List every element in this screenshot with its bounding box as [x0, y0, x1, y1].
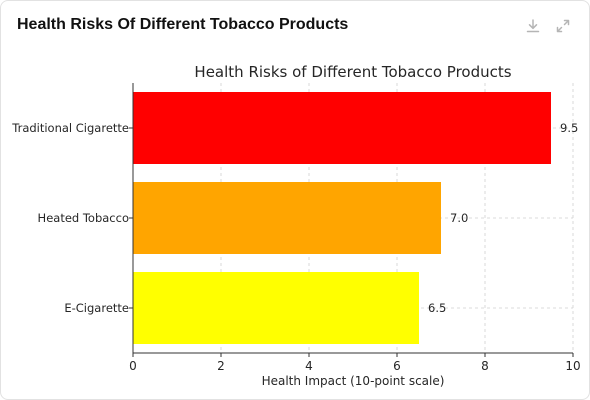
expand-icon	[556, 19, 570, 33]
download-button[interactable]	[522, 15, 544, 37]
x-tick-label: 0	[129, 359, 137, 373]
download-icon	[526, 19, 540, 33]
x-axis-ticks: 0 2 4 6 8 10	[129, 353, 581, 373]
x-tick-label: 8	[481, 359, 489, 373]
bar	[133, 92, 551, 164]
expand-button[interactable]	[552, 15, 574, 37]
chart-bars	[133, 92, 551, 344]
x-tick-label: 10	[565, 359, 580, 373]
chart-title: Health Risks of Different Tobacco Produc…	[194, 63, 511, 81]
x-axis-label: Health Impact (10-point scale)	[262, 374, 445, 388]
y-category-label: Traditional Cigarette	[11, 121, 129, 135]
bar-value-labels: 9.5 7.0 6.5	[428, 121, 578, 315]
bar-value-label: 7.0	[450, 211, 468, 225]
bar-value-label: 9.5	[560, 121, 578, 135]
bar	[133, 272, 419, 344]
x-tick-label: 2	[217, 359, 225, 373]
bar-value-label: 6.5	[428, 301, 446, 315]
y-axis-categories: Traditional Cigarette Heated Tobacco E-Cig…	[11, 121, 133, 315]
x-tick-label: 4	[305, 359, 313, 373]
bar	[133, 182, 441, 254]
y-category-label: Heated Tobacco	[38, 211, 129, 225]
card-title: Health Risks Of Different Tobacco Produc…	[17, 16, 349, 33]
y-category-label: E-Cigarette	[64, 301, 129, 315]
x-tick-label: 6	[393, 359, 401, 373]
